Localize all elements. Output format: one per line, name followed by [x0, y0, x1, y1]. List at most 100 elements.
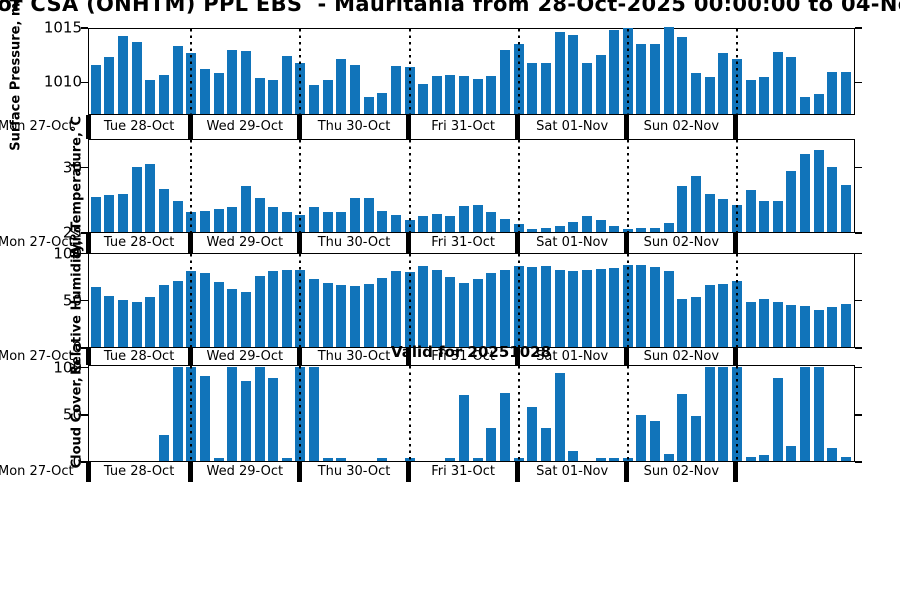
surface-pressure-bar	[581, 62, 592, 114]
cloud-cover-bar	[336, 458, 347, 461]
cloud-cover-bar	[227, 366, 238, 461]
relative-humidity-ytick-right	[855, 347, 862, 349]
day-label: Sat 01-Nov	[536, 235, 609, 250]
surface-pressure-bar	[813, 94, 824, 114]
day-boundary-tick	[733, 348, 739, 365]
air-temperature-bar	[800, 153, 811, 232]
surface-pressure-bar	[554, 32, 565, 114]
day-boundary-tick	[85, 348, 91, 365]
cloud-cover-bar	[759, 455, 770, 461]
day-boundary-line	[626, 140, 629, 234]
relative-humidity-bar	[459, 282, 470, 347]
relative-humidity-bar	[213, 281, 224, 347]
left-day-label: Mon 27-Oct	[0, 348, 74, 364]
air-temperature-plot	[88, 139, 855, 234]
surface-pressure-bar	[172, 45, 183, 114]
air-temperature-bar	[486, 212, 497, 232]
air-temperature-bar	[581, 216, 592, 232]
surface-pressure-bar	[377, 93, 388, 114]
surface-pressure-bar	[786, 57, 797, 114]
surface-pressure-bar	[309, 84, 319, 114]
relative-humidity-bar	[568, 271, 579, 347]
cloud-cover-bar	[800, 366, 811, 461]
air-temperature-ytick-right	[855, 232, 862, 234]
relative-humidity-bar	[131, 301, 142, 347]
air-temperature-ytick-label: 25	[62, 223, 82, 242]
air-temperature-ytick-label: 30	[62, 157, 82, 176]
surface-pressure-bar	[363, 96, 374, 114]
cloud-cover-ytick-right	[855, 461, 862, 463]
day-boundary-line	[626, 29, 629, 116]
surface-pressure-bar	[800, 96, 811, 114]
day-boundary-tick	[406, 115, 411, 139]
surface-pressure-bar	[540, 62, 551, 114]
relative-humidity-bar	[281, 270, 292, 347]
relative-humidity-bar	[240, 292, 251, 347]
day-label: Sun 02-Nov	[643, 464, 720, 479]
relative-humidity-bar	[104, 296, 115, 347]
cloud-cover-bar	[663, 453, 674, 461]
cloud-cover-bar	[172, 366, 183, 461]
day-boundary-line	[408, 366, 411, 463]
air-temperature-bar	[309, 207, 319, 232]
day-label: Fri 31-Oct	[431, 119, 495, 134]
relative-humidity-bar	[390, 271, 401, 347]
cloud-cover-ytick-right	[855, 414, 862, 416]
surface-pressure-bar	[500, 49, 510, 114]
cloud-cover-bar	[540, 428, 551, 461]
day-label: Wed 29-Oct	[206, 348, 284, 364]
day-boundary-tick	[296, 233, 302, 253]
relative-humidity-bar	[159, 284, 169, 347]
relative-humidity-ytick-label: 0	[72, 338, 82, 357]
surface-pressure-plot	[88, 27, 855, 116]
left-day-label: Mon 27-Oct	[0, 119, 74, 134]
air-temperature-bar	[350, 198, 360, 232]
relative-humidity-bar	[759, 298, 770, 347]
cloud-cover-bar	[650, 420, 660, 461]
surface-pressure-bar	[90, 65, 101, 114]
relative-humidity-ytick-label: 50	[62, 290, 82, 309]
day-label: Wed 29-Oct	[206, 235, 284, 250]
day-label: Tue 28-Oct	[103, 119, 175, 134]
day-label: Fri 31-Oct	[431, 464, 495, 479]
day-boundary-line	[190, 29, 193, 116]
air-temperature-bar	[677, 186, 688, 232]
day-label: Sun 02-Nov	[643, 235, 720, 250]
surface-pressure-bar	[827, 71, 838, 114]
air-temperature-bar	[472, 204, 483, 232]
day-boundary-tick	[624, 233, 630, 253]
day-boundary-line	[190, 254, 193, 349]
surface-pressure-bar	[677, 36, 688, 114]
surface-pressure-bar	[254, 78, 265, 114]
surface-pressure-axis-label: Surface Pressure, mb	[8, 0, 24, 151]
relative-humidity-bar	[118, 299, 129, 347]
surface-pressure-bar	[131, 42, 142, 114]
day-boundary-tick	[624, 115, 630, 139]
day-label: Thu 30-Oct	[317, 119, 391, 134]
relative-humidity-bar	[445, 277, 456, 347]
air-temperature-bar	[281, 212, 292, 232]
day-boundary-tick	[733, 462, 739, 482]
surface-pressure-bar	[390, 66, 401, 114]
day-label: Sun 02-Nov	[643, 348, 720, 364]
surface-pressure-bar	[431, 75, 442, 114]
air-temperature-bar	[431, 213, 442, 232]
day-boundary-line	[735, 254, 738, 349]
air-temperature-bar	[322, 212, 333, 232]
air-temperature-ytick-left	[81, 232, 88, 234]
relative-humidity-bar	[745, 301, 756, 347]
cloud-cover-bar	[240, 381, 251, 461]
day-label: Sat 01-Nov	[536, 348, 609, 364]
air-temperature-bar	[390, 215, 401, 232]
air-temperature-bar	[595, 220, 606, 232]
surface-pressure-bar	[472, 79, 483, 114]
air-temperature-ytick-right	[855, 167, 862, 169]
air-temperature-bar	[377, 211, 388, 232]
air-temperature-bar	[418, 216, 429, 232]
air-temperature-bar	[459, 205, 470, 232]
relative-humidity-ytick-label: 100	[53, 243, 82, 262]
cloud-cover-bar	[281, 458, 292, 461]
air-temperature-bar	[759, 200, 770, 232]
air-temperature-bar	[745, 190, 756, 232]
